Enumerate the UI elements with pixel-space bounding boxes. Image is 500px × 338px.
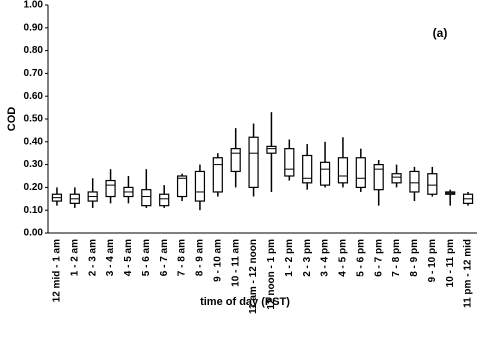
y-tick-label: 0.30	[24, 159, 44, 170]
x-tick-label: 4 - 5 am	[123, 239, 134, 276]
box	[427, 173, 438, 195]
y-tick-label: 0.00	[24, 228, 44, 239]
x-tick-label: 10 - 11 pm	[445, 239, 456, 287]
box	[391, 173, 402, 184]
x-tick-label: 9 - 10 pm	[427, 239, 438, 282]
box	[194, 170, 206, 202]
x-tick-label: 3 - 4 pm	[320, 239, 331, 277]
box	[159, 193, 170, 207]
x-tick-label: 7 - 8 pm	[391, 239, 402, 277]
y-tick-label: 1.00	[24, 0, 44, 11]
box	[355, 157, 366, 188]
box	[373, 164, 384, 191]
box	[302, 154, 313, 184]
x-tick-label: 9 - 10 am	[212, 239, 223, 282]
box	[319, 161, 331, 186]
box	[248, 136, 259, 189]
y-tick-label: 0.60	[24, 91, 44, 102]
y-tick-label: 0.40	[24, 136, 44, 147]
x-tick-label: 6 - 7 am	[159, 239, 170, 276]
x-tick-label: 8 - 9 am	[195, 239, 206, 276]
box	[212, 157, 223, 193]
box	[141, 189, 152, 207]
y-axis-label: COD	[6, 107, 18, 132]
x-tick-label: 2 - 3 pm	[302, 239, 313, 277]
box	[284, 148, 295, 177]
x-tick-label: 4 - 5 pm	[338, 239, 349, 277]
box	[176, 175, 188, 198]
y-tick-label: 0.70	[24, 68, 44, 79]
y-tick-label: 0.80	[24, 45, 44, 56]
x-tick-label: 12 mid - 1 am	[52, 239, 63, 302]
x-tick-label: 7 - 8 am	[177, 239, 188, 276]
box	[230, 148, 241, 173]
x-tick-label: 1 - 2 am	[69, 239, 80, 276]
y-tick-label: 0.50	[24, 114, 44, 125]
x-tick-label: 1 - 2 pm	[284, 239, 295, 277]
y-tick-label: 0.90	[24, 22, 44, 33]
box	[337, 157, 349, 184]
x-tick-label: 2 - 3 am	[87, 239, 98, 276]
x-tick-label: 11 am - 12 noon	[248, 239, 259, 314]
x-tick-label: 6 - 7 pm	[373, 239, 384, 277]
x-tick-label: 3 - 4 am	[105, 239, 116, 276]
y-tick-label: 0.10	[24, 205, 44, 216]
x-tick-label: 5 - 6 am	[141, 239, 152, 276]
x-tick-label: 5 - 6 pm	[355, 239, 366, 277]
box	[266, 145, 277, 154]
x-tick-label: 11 pm - 12 mid	[463, 239, 474, 308]
x-tick-label: 10 - 11 am	[230, 239, 241, 287]
annotation: (a)	[433, 26, 448, 40]
y-tick-label: 0.20	[24, 182, 44, 193]
x-tick-label: 12 noon - 1 pm	[266, 239, 277, 310]
box	[409, 170, 420, 193]
box	[105, 179, 116, 198]
x-axis-label: time of day (PST)	[200, 296, 290, 308]
x-tick-label: 8 - 9 pm	[409, 239, 420, 277]
